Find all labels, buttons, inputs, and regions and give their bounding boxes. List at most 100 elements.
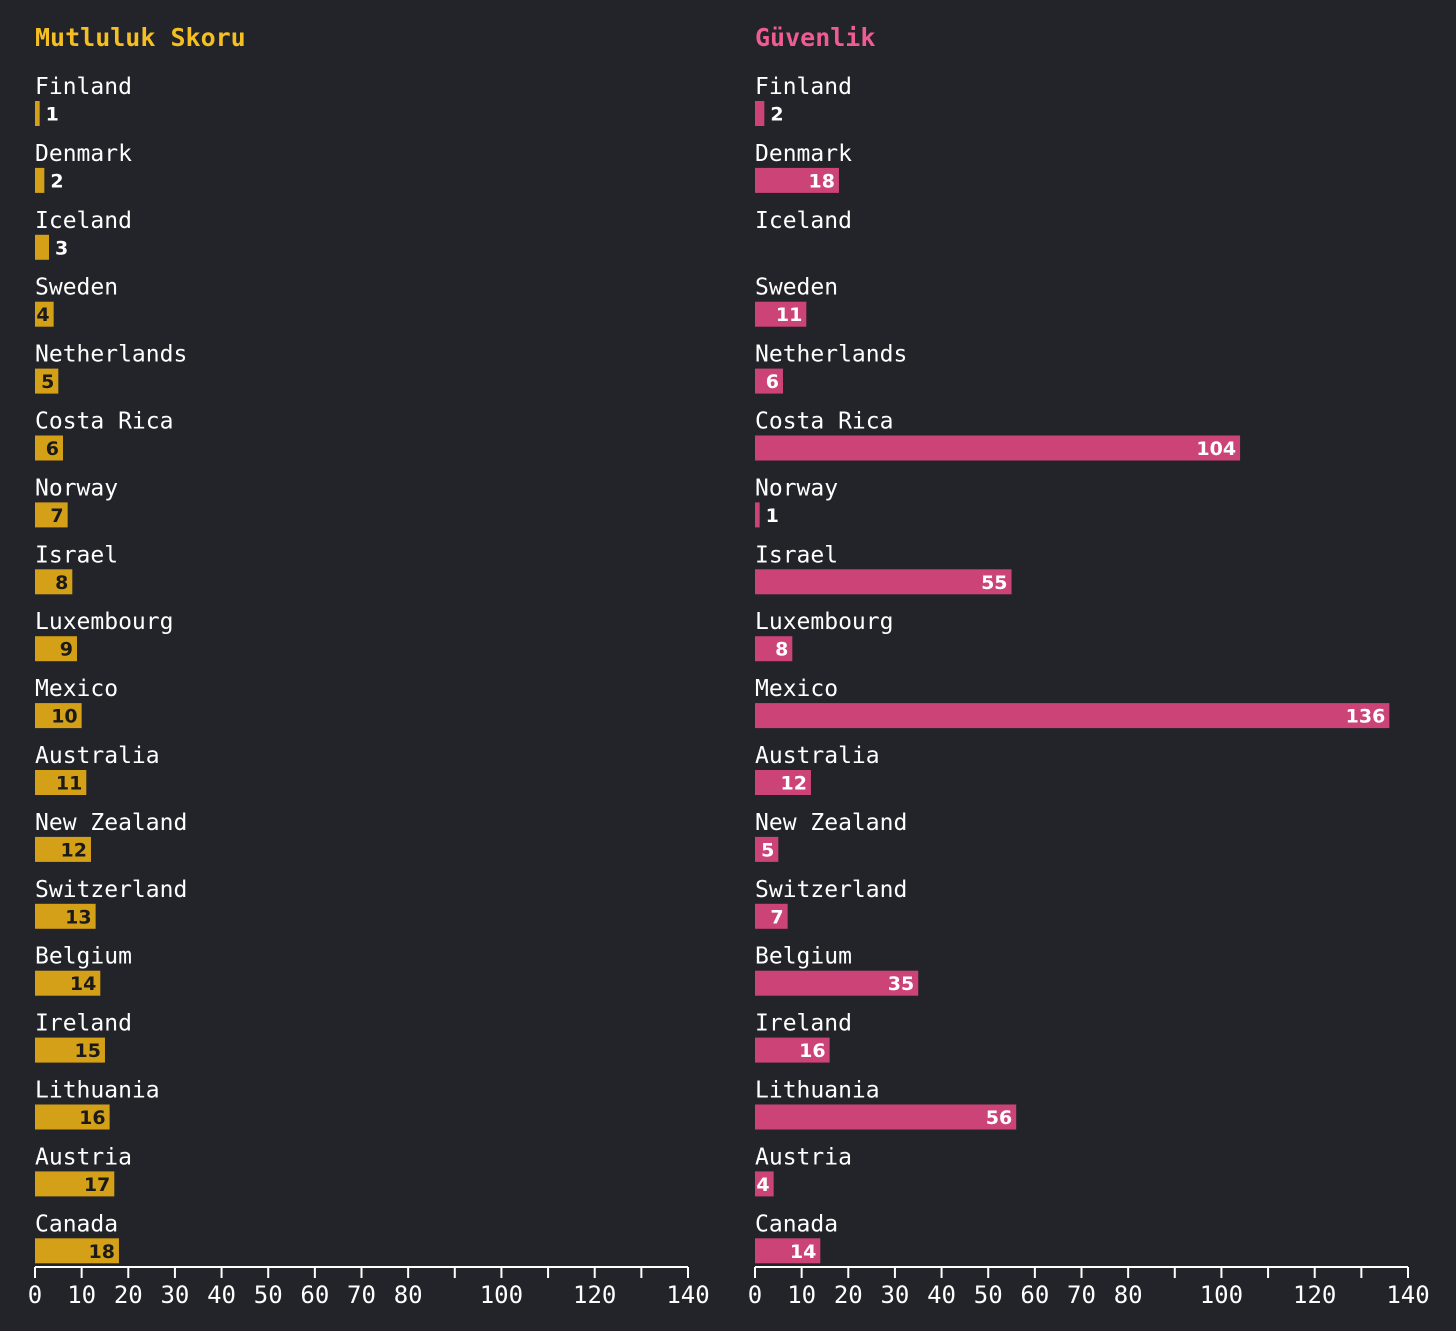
value-label: 12 (61, 839, 87, 861)
value-label: 11 (56, 773, 82, 795)
bar-safety-canada (755, 1238, 821, 1264)
bar-happiness-switzerland (35, 903, 96, 929)
value-label: 6 (766, 371, 779, 393)
value-label: 17 (84, 1174, 110, 1196)
x-tick-label: 140 (666, 1281, 709, 1309)
value-label: 14 (790, 1241, 816, 1263)
x-tick-label: 70 (347, 1281, 376, 1309)
bar-safety-switzerland (755, 903, 788, 929)
value-label: 35 (888, 973, 914, 995)
value-label: 16 (79, 1107, 105, 1129)
value-label: 2 (50, 170, 63, 192)
value-label: 13 (65, 906, 91, 928)
bar-safety-costa-rica (755, 435, 1241, 461)
bar-happiness-norway (35, 502, 68, 528)
x-tick-label: 0 (28, 1281, 42, 1309)
category-label: Israel (35, 542, 118, 568)
x-tick-label: 20 (114, 1281, 143, 1309)
category-label: Australia (755, 743, 880, 769)
category-label: Luxembourg (755, 609, 893, 635)
x-tick-label: 120 (573, 1281, 616, 1309)
value-label: 18 (809, 170, 835, 192)
category-label: Denmark (755, 141, 852, 167)
x-tick-label: 20 (834, 1281, 863, 1309)
category-label: Mexico (755, 676, 838, 702)
x-tick-label: 100 (480, 1281, 523, 1309)
bar-safety-denmark (755, 167, 839, 193)
category-label: Austria (755, 1144, 852, 1170)
x-tick-label: 60 (300, 1281, 329, 1309)
value-label: 4 (36, 304, 49, 326)
bar-happiness-denmark (35, 167, 45, 193)
x-tick-label: 80 (1114, 1281, 1143, 1309)
category-label: Lithuania (755, 1078, 880, 1104)
x-tick-label: 70 (1067, 1281, 1096, 1309)
bar-safety-netherlands (755, 368, 783, 394)
value-label: 5 (41, 371, 54, 393)
value-label: 1 (766, 505, 779, 527)
value-label: 8 (775, 639, 788, 661)
category-label: Norway (755, 475, 838, 501)
value-label: 3 (55, 237, 68, 259)
x-tick-label: 40 (207, 1281, 236, 1309)
bar-happiness-netherlands (35, 368, 59, 394)
category-label: Ireland (35, 1011, 132, 1037)
category-label: New Zealand (35, 810, 187, 836)
value-label: 104 (1196, 438, 1236, 460)
value-label: 6 (46, 438, 59, 460)
bar-happiness-sweden (35, 301, 54, 327)
x-tick-label: 80 (394, 1281, 423, 1309)
category-label: Finland (35, 74, 132, 100)
category-label: Australia (35, 743, 160, 769)
bar-safety-mexico (755, 703, 1390, 729)
x-tick-label: 50 (974, 1281, 1003, 1309)
category-label: Sweden (755, 275, 838, 301)
value-label: 8 (55, 572, 68, 594)
bar-happiness-iceland (35, 234, 49, 260)
bar-happiness-australia (35, 770, 87, 795)
bar-happiness-new-zealand (35, 836, 91, 862)
category-label: Denmark (35, 141, 132, 167)
value-label: 15 (75, 1040, 101, 1062)
value-label: 11 (776, 304, 802, 326)
bar-safety-new-zealand (755, 836, 779, 862)
bar-safety-israel (755, 569, 1012, 595)
bar-safety-belgium (755, 970, 919, 996)
value-label: 7 (50, 505, 63, 527)
category-label: Belgium (755, 944, 852, 970)
x-tick-label: 30 (880, 1281, 909, 1309)
category-label: Canada (755, 1211, 838, 1237)
x-tick-label: 100 (1200, 1281, 1243, 1309)
value-label: 9 (60, 639, 73, 661)
x-tick-label: 50 (254, 1281, 283, 1309)
safety-chart: GüvenlikFinland2Denmark18IcelandSweden11… (748, 23, 1430, 1309)
x-tick-label: 10 (787, 1281, 816, 1309)
value-label: 1 (46, 104, 59, 126)
bar-happiness-costa-rica (35, 435, 63, 461)
value-label: 14 (70, 973, 96, 995)
x-tick-label: 40 (927, 1281, 956, 1309)
x-tick-label: 30 (160, 1281, 189, 1309)
bar-safety-norway (755, 502, 760, 528)
category-label: Switzerland (35, 877, 187, 903)
category-label: Mexico (35, 676, 118, 702)
category-label: Iceland (35, 208, 132, 234)
bar-safety-luxembourg (755, 636, 793, 662)
bar-happiness-belgium (35, 970, 101, 996)
bar-happiness-mexico (35, 703, 82, 729)
value-label: 10 (51, 706, 77, 728)
bar-happiness-lithuania (35, 1104, 110, 1130)
x-tick-label: 140 (1386, 1281, 1429, 1309)
category-label: Costa Rica (35, 409, 173, 435)
value-label: 4 (756, 1174, 769, 1196)
bar-happiness-austria (35, 1171, 115, 1197)
x-tick-label: 120 (1293, 1281, 1336, 1309)
category-label: New Zealand (755, 810, 907, 836)
category-label: Luxembourg (35, 609, 173, 635)
x-tick-label: 60 (1020, 1281, 1049, 1309)
chart-title: Güvenlik (755, 23, 875, 52)
bar-safety-austria (755, 1171, 774, 1197)
x-tick-label: 0 (748, 1281, 762, 1309)
bar-safety-sweden (755, 301, 807, 327)
